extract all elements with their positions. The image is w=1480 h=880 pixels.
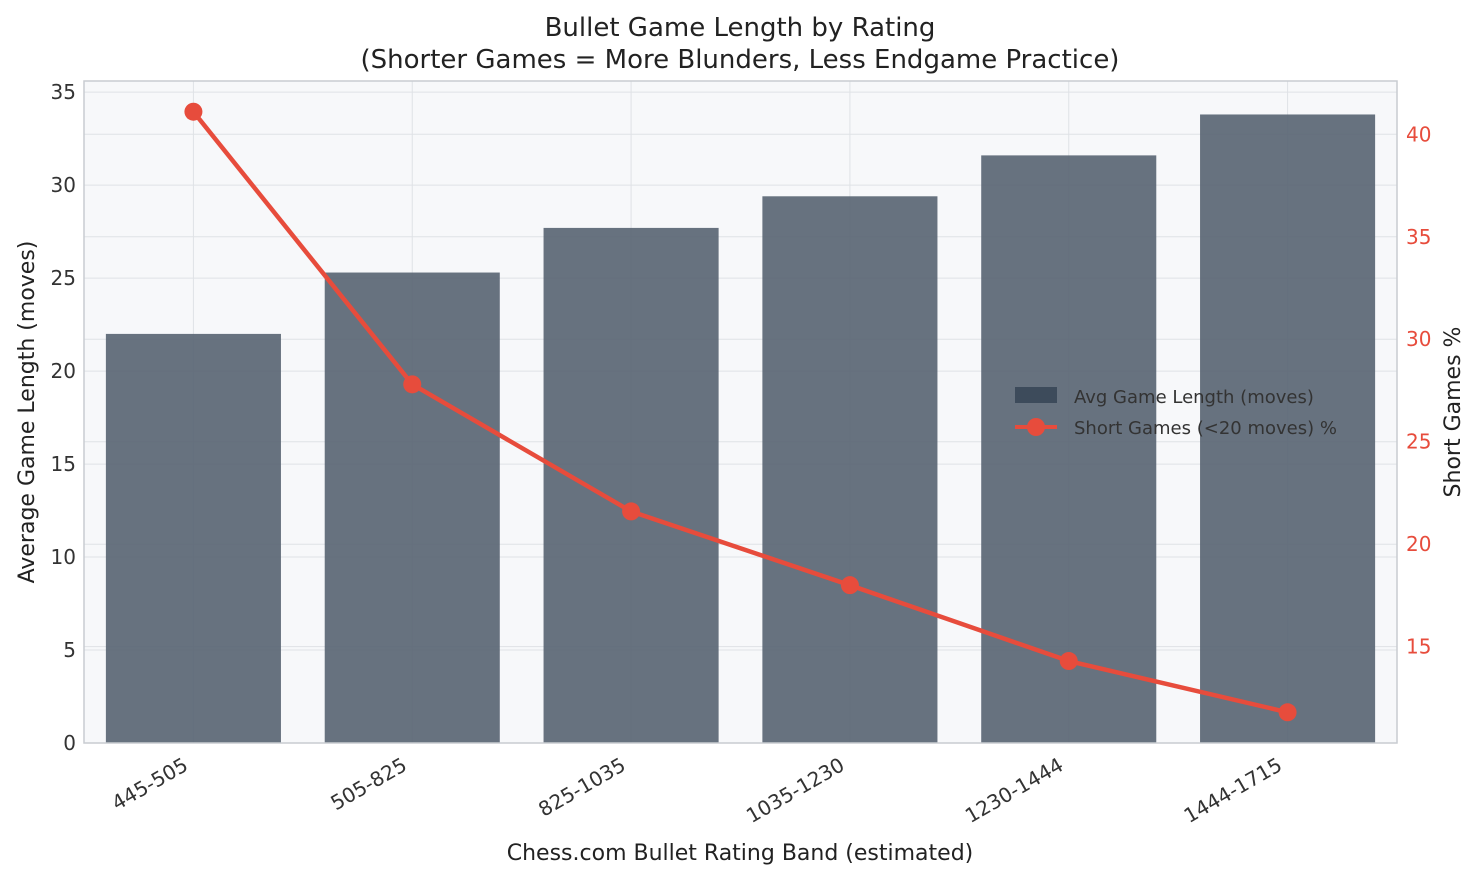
chart-subtitle: (Shorter Games = More Blunders, Less End…: [361, 45, 1120, 75]
legend: Avg Game Length (moves) Short Games (<20…: [1015, 387, 1337, 439]
x-tick-label: 1230-1444: [961, 753, 1067, 828]
y2-axis-label: Short Games %: [1441, 327, 1466, 498]
y-tick-label: 5: [63, 638, 76, 662]
y-tick-label: 10: [51, 545, 76, 569]
x-axis-ticks: 445-505 505-825 825-1035 1035-1230 1230-1444…: [108, 753, 1287, 828]
y-tick-label: 15: [51, 452, 76, 476]
y2-tick-label: 25: [1406, 430, 1431, 454]
y2-tick-label: 30: [1406, 327, 1431, 351]
left-axis-ticks: 0 5 10 15 20 25 30 35: [51, 80, 76, 755]
bar: [1200, 114, 1376, 743]
series-line: [191, 110, 1289, 715]
chart-title: Bullet Game Length by Rating: [545, 13, 936, 43]
bar: [105, 333, 281, 743]
x-tick-label: 825-1035: [534, 753, 629, 822]
line-series: [184, 102, 1297, 722]
right-axis-ticks: 15 20 25 30 35 40: [1406, 122, 1431, 658]
line-point: [403, 375, 422, 394]
line-point: [840, 576, 859, 595]
x-tick-label: 1444-1715: [1180, 753, 1286, 828]
line-point: [1278, 703, 1297, 722]
x-tick-label: 505-825: [326, 753, 410, 816]
bar: [324, 272, 500, 743]
bars: [105, 114, 1376, 744]
y2-tick-label: 15: [1406, 635, 1431, 659]
y-tick-label: 0: [63, 731, 76, 755]
x-tick-label: 445-505: [108, 753, 192, 816]
y-tick-label: 30: [51, 173, 76, 197]
legend-label-line: Short Games (<20 moves) %: [1074, 418, 1337, 439]
y-tick-label: 25: [51, 266, 76, 290]
line-point: [184, 102, 203, 121]
y-tick-label: 20: [51, 359, 76, 383]
legend-line-marker: [1027, 418, 1045, 436]
x-tick-label: 1035-1230: [742, 753, 848, 828]
bar: [543, 227, 719, 744]
line-point: [1059, 652, 1078, 671]
legend-label-bars: Avg Game Length (moves): [1074, 387, 1314, 408]
x-axis-label: Chess.com Bullet Rating Band (estimated): [507, 841, 974, 866]
plot-area: [84, 81, 1397, 743]
y-axis-label: Average Game Length (moves): [15, 241, 40, 584]
bar: [981, 155, 1157, 743]
legend-bar-swatch: [1015, 387, 1057, 403]
line-point: [622, 502, 641, 521]
plot-frame: [83, 80, 1398, 744]
y-tick-label: 35: [51, 80, 76, 104]
bar: [762, 196, 938, 744]
y2-tick-label: 20: [1406, 532, 1431, 556]
y2-tick-label: 40: [1406, 122, 1431, 146]
y2-tick-label: 35: [1406, 225, 1431, 249]
